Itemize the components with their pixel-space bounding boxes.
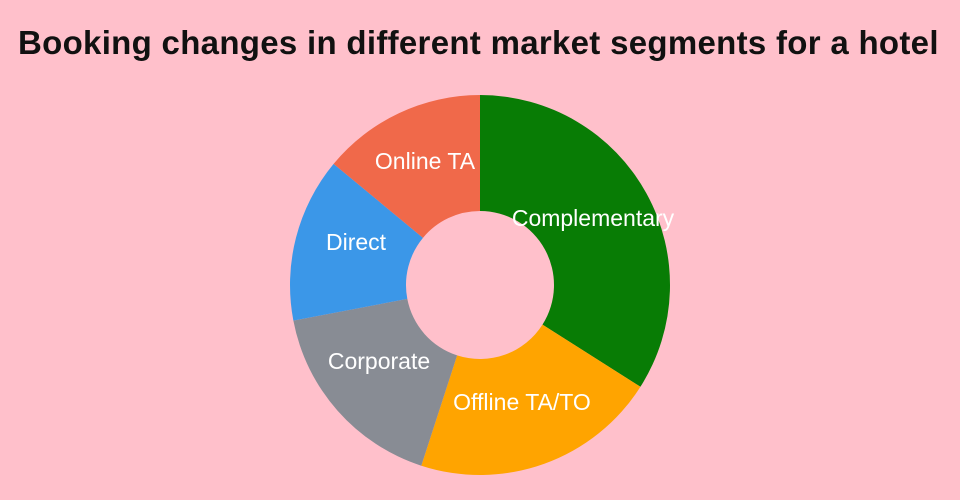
svg-text:Online TA: Online TA (375, 148, 476, 174)
svg-text:Offline TA/TO: Offline TA/TO (453, 389, 591, 415)
svg-text:Corporate: Corporate (328, 348, 430, 374)
svg-text:Complementary: Complementary (512, 205, 675, 231)
svg-text:Direct: Direct (326, 229, 387, 255)
